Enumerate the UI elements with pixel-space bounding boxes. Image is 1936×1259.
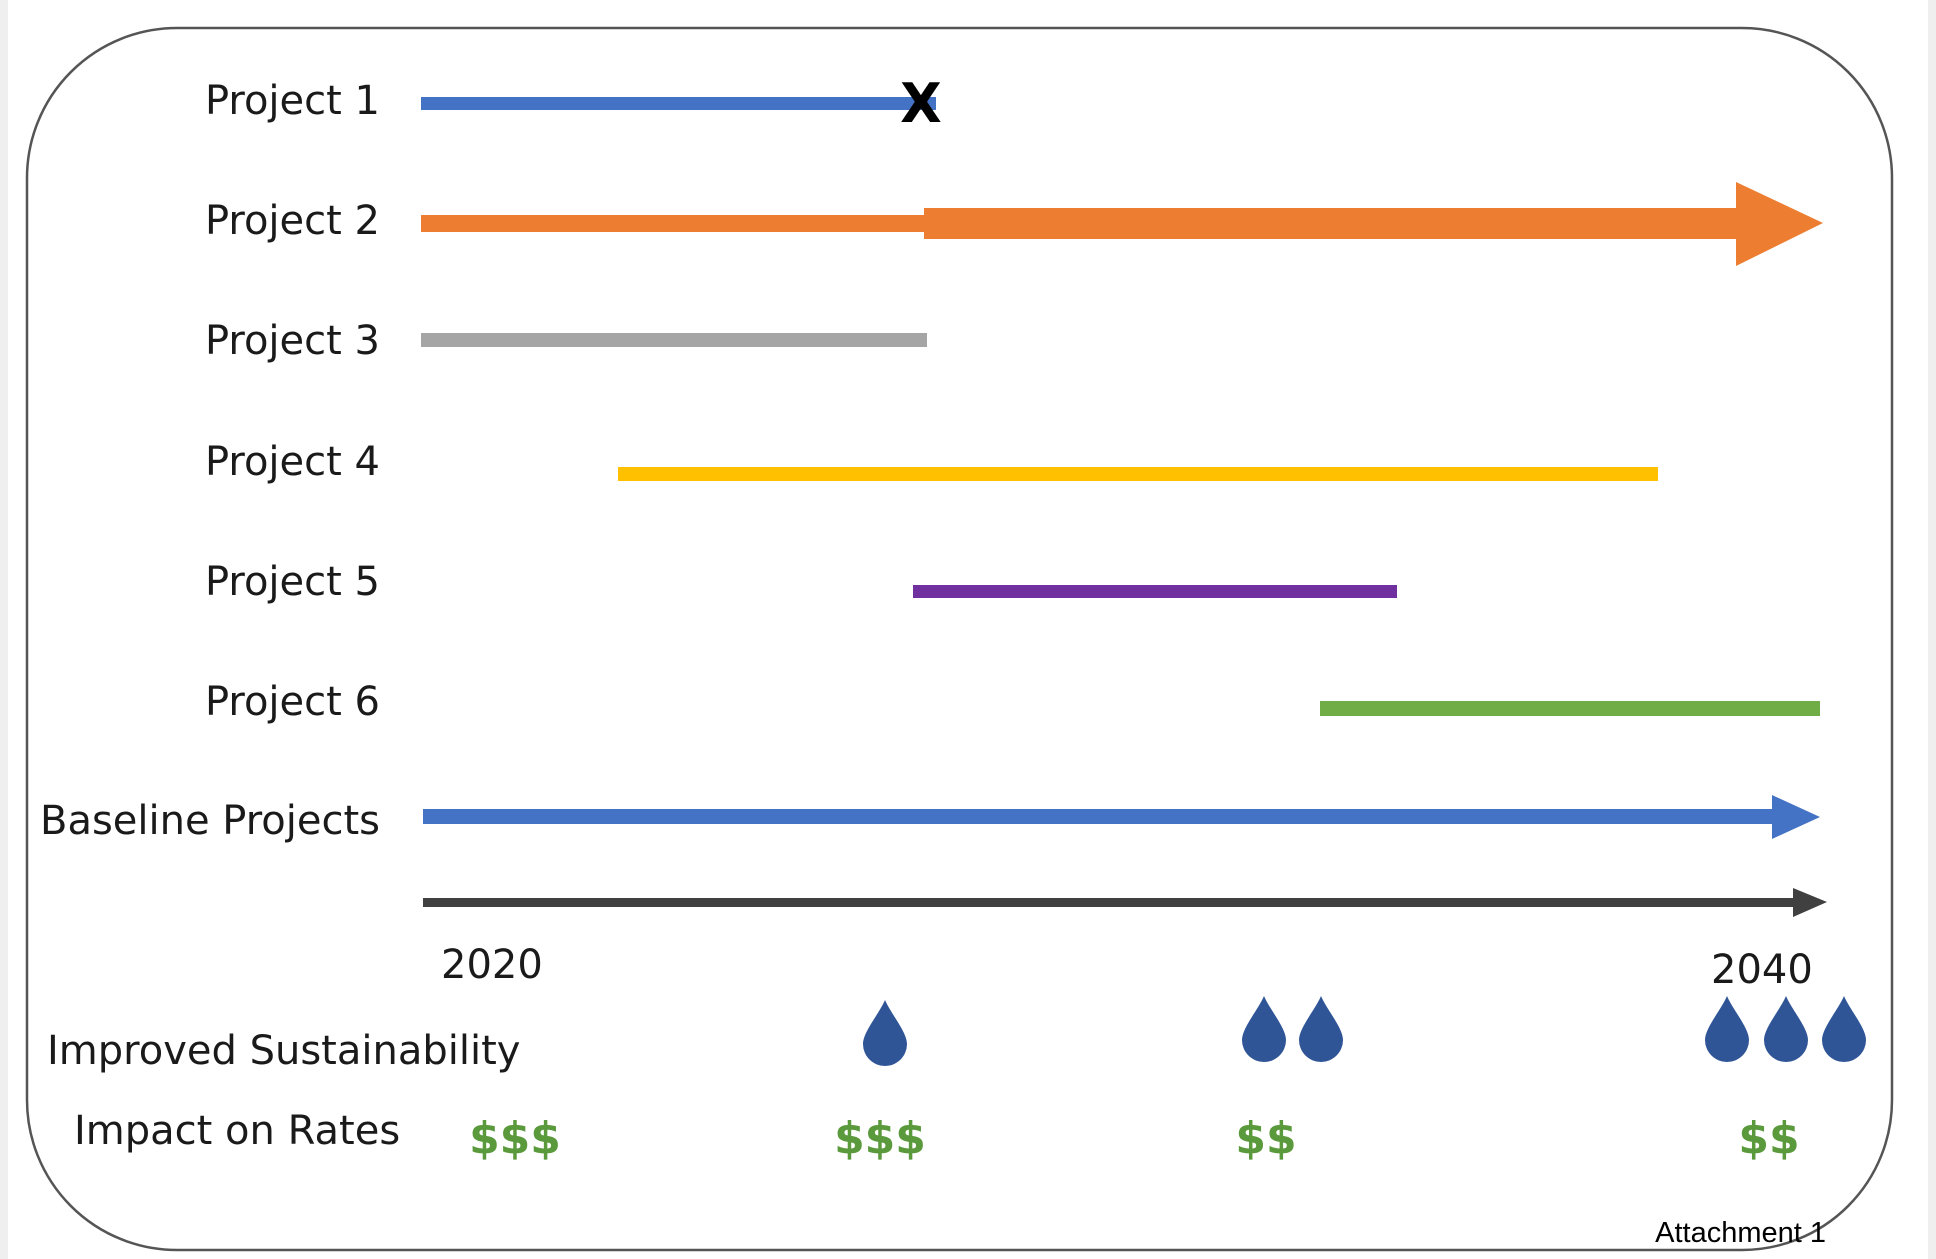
project-3-label: Project 3 xyxy=(205,318,380,364)
project-4-bar xyxy=(618,467,1658,481)
page-edge-left xyxy=(0,0,8,1259)
rates-value-4: $$ xyxy=(1738,1113,1799,1164)
water-drop-icon xyxy=(1299,996,1343,1062)
water-drop-icon xyxy=(863,1000,907,1066)
project-5-bar xyxy=(913,585,1397,598)
baseline-projects-bar xyxy=(423,809,1776,824)
project-2-arrowhead xyxy=(1736,182,1823,266)
project-2-bar-early xyxy=(421,215,927,232)
time-axis xyxy=(423,898,1797,907)
sustainability-label: Improved Sustainability xyxy=(47,1028,520,1074)
baseline-projects-arrowhead xyxy=(1772,795,1820,839)
attachment-label: Attachment 1 xyxy=(1655,1217,1826,1249)
project-1-label: Project 1 xyxy=(205,78,380,124)
project-2-bar-late xyxy=(924,208,1739,239)
baseline-projects-label: Baseline Projects xyxy=(40,798,380,844)
rates-label: Impact on Rates xyxy=(74,1108,400,1154)
water-drop-icon xyxy=(1822,996,1866,1062)
timeline-end-label: 2040 xyxy=(1711,947,1813,993)
project-2-label: Project 2 xyxy=(205,198,380,244)
water-drop-icon xyxy=(1705,996,1749,1062)
diagram-frame xyxy=(25,26,1894,1252)
project-6-bar xyxy=(1320,701,1820,716)
project-4-label: Project 4 xyxy=(205,439,380,485)
page-edge-right xyxy=(1928,0,1936,1259)
project-5-label: Project 5 xyxy=(205,559,380,605)
project-1-bar xyxy=(421,97,936,110)
rates-value-3: $$ xyxy=(1235,1113,1296,1164)
rates-value-1: $$$ xyxy=(469,1113,561,1164)
project-1-end-marker: X xyxy=(900,72,942,135)
water-drop-icon xyxy=(1242,996,1286,1062)
water-drop-icon xyxy=(1764,996,1808,1062)
rates-value-2: $$$ xyxy=(834,1113,926,1164)
project-6-label: Project 6 xyxy=(205,679,380,725)
project-3-bar xyxy=(421,333,927,347)
time-axis-arrowhead xyxy=(1793,888,1827,917)
timeline-start-label: 2020 xyxy=(441,942,543,988)
